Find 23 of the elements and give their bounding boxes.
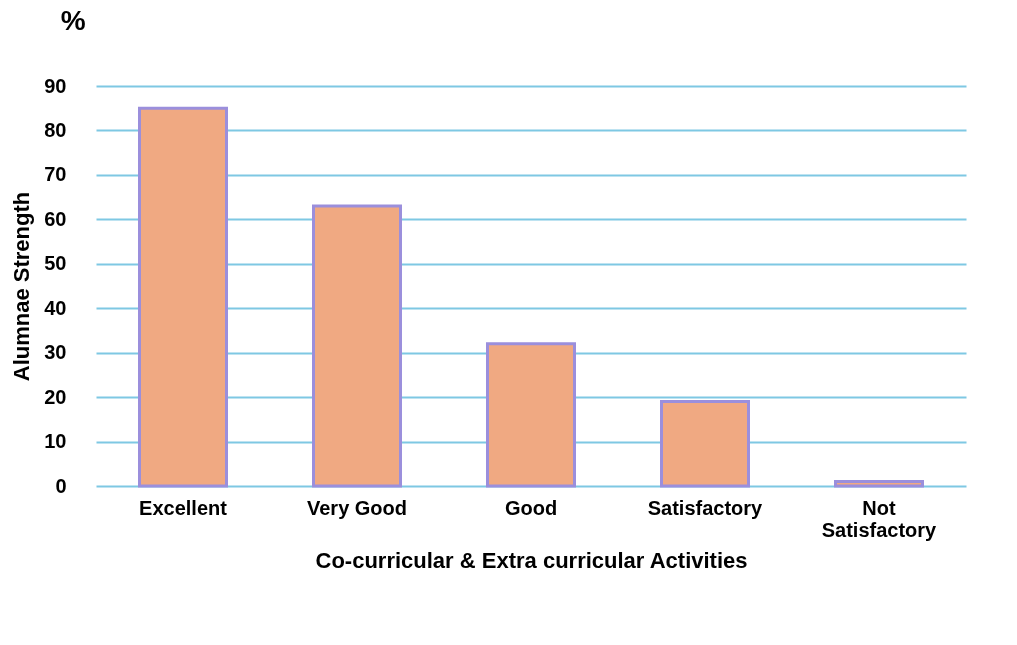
y-tick-label: 10 — [44, 430, 67, 453]
y-tick-label: 20 — [44, 385, 67, 408]
x-tick-label: Satisfactory — [647, 496, 764, 519]
x-axis-title: Co-curricular & Extra curricular Activities — [315, 547, 748, 573]
text: % — [60, 5, 86, 36]
y-tick-label: 60 — [44, 207, 67, 230]
y-axis-title: Alumnae Strength — [9, 191, 35, 382]
y-tick-label: 50 — [44, 252, 67, 275]
x-tick-label: Excellent — [139, 496, 228, 519]
x-tick-label: Good — [504, 496, 558, 519]
bar — [834, 480, 924, 488]
y-tick-label: 70 — [44, 163, 67, 186]
bar — [312, 204, 402, 488]
x-tick-label: Very Good — [306, 496, 408, 519]
bar — [660, 400, 750, 488]
bar — [486, 342, 576, 488]
y-tick-label: 30 — [44, 341, 67, 364]
bar — [138, 106, 228, 488]
y-tick-label: 0 — [55, 474, 67, 497]
x-tick-label: Not Satisfactory — [821, 496, 938, 541]
y-tick-label: 40 — [44, 296, 67, 319]
y-tick-label: 90 — [44, 74, 67, 97]
y-tick-label: 80 — [44, 118, 67, 141]
